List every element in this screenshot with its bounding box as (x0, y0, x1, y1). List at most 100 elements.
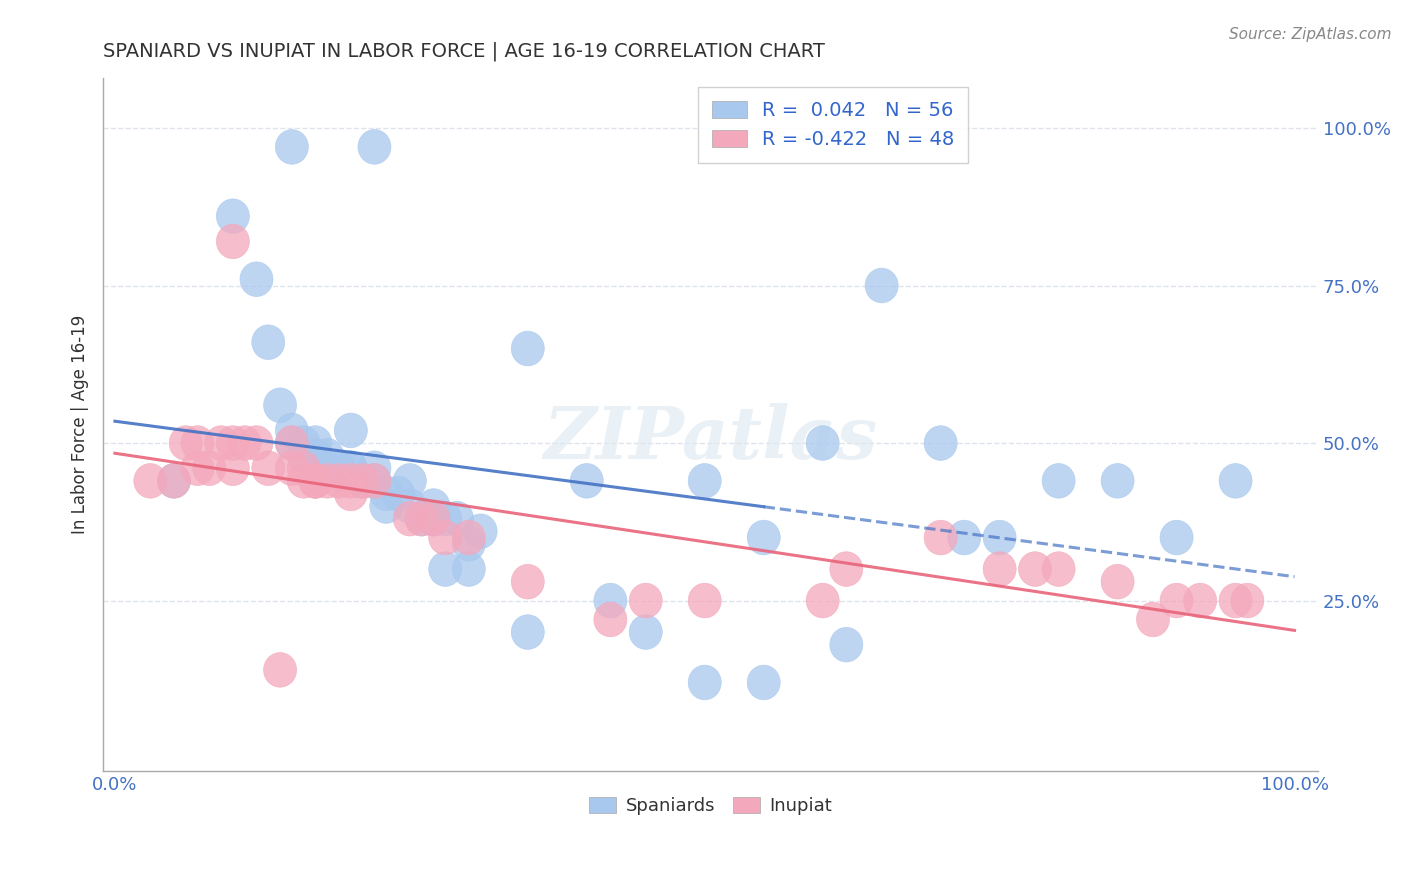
Ellipse shape (359, 464, 391, 498)
Ellipse shape (276, 425, 308, 460)
Ellipse shape (311, 438, 344, 473)
Ellipse shape (806, 583, 839, 618)
Ellipse shape (405, 501, 439, 536)
Ellipse shape (311, 451, 344, 485)
Ellipse shape (359, 451, 391, 485)
Ellipse shape (346, 464, 380, 498)
Ellipse shape (806, 425, 839, 460)
Ellipse shape (157, 464, 190, 498)
Ellipse shape (276, 129, 308, 164)
Ellipse shape (830, 552, 863, 586)
Ellipse shape (418, 489, 450, 524)
Ellipse shape (1160, 520, 1194, 555)
Ellipse shape (134, 464, 167, 498)
Ellipse shape (346, 464, 380, 498)
Ellipse shape (924, 520, 957, 555)
Ellipse shape (1160, 583, 1194, 618)
Ellipse shape (181, 451, 214, 485)
Ellipse shape (217, 425, 249, 460)
Ellipse shape (335, 451, 367, 485)
Ellipse shape (924, 425, 957, 460)
Ellipse shape (1219, 583, 1253, 618)
Text: Source: ZipAtlas.com: Source: ZipAtlas.com (1229, 27, 1392, 42)
Ellipse shape (948, 520, 981, 555)
Ellipse shape (263, 653, 297, 687)
Ellipse shape (983, 520, 1017, 555)
Ellipse shape (181, 425, 214, 460)
Ellipse shape (453, 520, 485, 555)
Ellipse shape (193, 451, 226, 485)
Ellipse shape (217, 224, 249, 259)
Y-axis label: In Labor Force | Age 16-19: In Labor Force | Age 16-19 (72, 315, 89, 533)
Ellipse shape (429, 552, 461, 586)
Ellipse shape (359, 464, 391, 498)
Ellipse shape (217, 199, 249, 234)
Ellipse shape (394, 501, 426, 536)
Ellipse shape (418, 501, 450, 536)
Ellipse shape (394, 464, 426, 498)
Ellipse shape (335, 451, 367, 485)
Ellipse shape (429, 520, 461, 555)
Ellipse shape (299, 464, 332, 498)
Ellipse shape (747, 665, 780, 700)
Legend: Spaniards, Inupiat: Spaniards, Inupiat (581, 788, 841, 824)
Ellipse shape (252, 325, 285, 359)
Ellipse shape (512, 565, 544, 599)
Ellipse shape (630, 583, 662, 618)
Ellipse shape (418, 501, 450, 536)
Ellipse shape (335, 464, 367, 498)
Ellipse shape (593, 583, 627, 618)
Ellipse shape (287, 438, 321, 473)
Ellipse shape (322, 464, 356, 498)
Ellipse shape (830, 627, 863, 662)
Ellipse shape (205, 425, 238, 460)
Ellipse shape (440, 501, 474, 536)
Ellipse shape (688, 583, 721, 618)
Ellipse shape (983, 552, 1017, 586)
Ellipse shape (335, 476, 367, 511)
Ellipse shape (240, 425, 273, 460)
Ellipse shape (370, 489, 402, 524)
Ellipse shape (1101, 565, 1135, 599)
Ellipse shape (1042, 552, 1076, 586)
Ellipse shape (405, 501, 439, 536)
Ellipse shape (322, 451, 356, 485)
Ellipse shape (1018, 552, 1052, 586)
Ellipse shape (276, 451, 308, 485)
Ellipse shape (299, 464, 332, 498)
Ellipse shape (299, 425, 332, 460)
Ellipse shape (571, 464, 603, 498)
Ellipse shape (370, 476, 402, 511)
Ellipse shape (276, 425, 308, 460)
Ellipse shape (1219, 464, 1253, 498)
Ellipse shape (228, 425, 262, 460)
Ellipse shape (688, 464, 721, 498)
Text: SPANIARD VS INUPIAT IN LABOR FORCE | AGE 16-19 CORRELATION CHART: SPANIARD VS INUPIAT IN LABOR FORCE | AGE… (103, 42, 825, 62)
Ellipse shape (311, 464, 344, 498)
Ellipse shape (688, 665, 721, 700)
Ellipse shape (1042, 464, 1076, 498)
Ellipse shape (299, 438, 332, 473)
Ellipse shape (299, 464, 332, 498)
Ellipse shape (394, 489, 426, 524)
Ellipse shape (287, 451, 321, 485)
Ellipse shape (453, 526, 485, 561)
Ellipse shape (252, 451, 285, 485)
Ellipse shape (512, 615, 544, 649)
Ellipse shape (593, 602, 627, 637)
Ellipse shape (512, 331, 544, 366)
Ellipse shape (346, 464, 380, 498)
Ellipse shape (630, 615, 662, 649)
Ellipse shape (276, 413, 308, 448)
Ellipse shape (217, 451, 249, 485)
Text: ZIPatlas: ZIPatlas (544, 402, 877, 474)
Ellipse shape (1136, 602, 1170, 637)
Ellipse shape (1184, 583, 1216, 618)
Ellipse shape (263, 388, 297, 423)
Ellipse shape (381, 476, 415, 511)
Ellipse shape (453, 552, 485, 586)
Ellipse shape (865, 268, 898, 303)
Ellipse shape (429, 501, 461, 536)
Ellipse shape (169, 425, 202, 460)
Ellipse shape (747, 520, 780, 555)
